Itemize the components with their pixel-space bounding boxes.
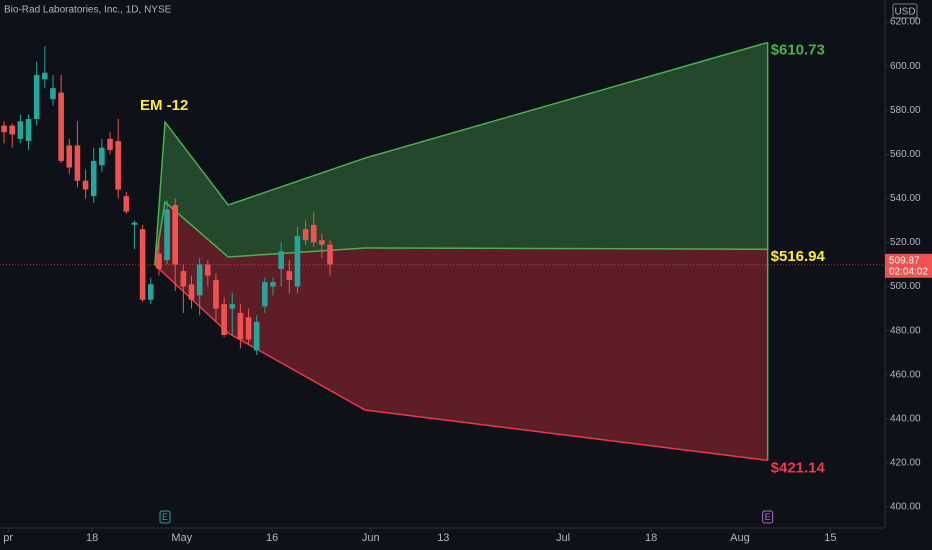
- price-tag: [885, 253, 932, 278]
- candle-body: [156, 253, 162, 269]
- price-tag-value: 509.87: [889, 255, 920, 266]
- annotation: EM -12: [140, 97, 188, 114]
- x-tick-label: Jul: [556, 532, 570, 544]
- lower-cone: [154, 202, 768, 461]
- candle-body: [294, 235, 301, 287]
- candle-body: [123, 196, 130, 212]
- y-tick-label: 400.00: [890, 502, 921, 513]
- y-tick-label: 420.00: [890, 458, 921, 469]
- plot: [0, 41, 885, 462]
- candle-body: [66, 145, 73, 168]
- x-tick-label: 13: [437, 532, 449, 544]
- cone-value-label: $610.73: [771, 41, 825, 58]
- candle-body: [205, 264, 211, 276]
- candle-body: [42, 72, 48, 80]
- candle-body: [229, 304, 236, 309]
- candle-body: [25, 119, 32, 142]
- candle-body: [327, 244, 333, 265]
- earnings-box: [159, 510, 171, 524]
- candle-body: [188, 284, 195, 300]
- cone-line: [154, 41, 768, 265]
- candle-body: [164, 209, 170, 261]
- candle-body: [278, 251, 284, 269]
- candle-body: [262, 282, 268, 307]
- candle-body: [58, 92, 64, 161]
- y-tick-label: 480.00: [890, 325, 921, 336]
- candle-body: [33, 74, 40, 120]
- candle-body: [9, 125, 16, 135]
- candle-body: [302, 229, 309, 241]
- earnings-box: [762, 510, 774, 524]
- earnings-label: E: [765, 512, 771, 522]
- candle-body: [1, 125, 7, 133]
- x-tick-label: Aug: [730, 532, 750, 544]
- x-tick-label: 18: [645, 532, 657, 544]
- y-tick-label: 500.00: [890, 281, 921, 292]
- y-tick-label: 540.00: [890, 193, 921, 204]
- y-tick-label: 560.00: [890, 149, 921, 160]
- upper-cone: [154, 42, 768, 265]
- x-tick-label: 16: [266, 532, 278, 544]
- earnings-label: E: [162, 512, 168, 522]
- candle-body: [237, 312, 244, 340]
- candle-body: [245, 317, 252, 340]
- candle-body: [82, 180, 89, 190]
- currency-box: [892, 3, 918, 19]
- cone-line: [154, 200, 768, 266]
- candle-body: [139, 229, 146, 300]
- chart-title: Bio-Rad Laboratories, Inc., 1D, NYSE: [4, 5, 172, 16]
- candle-body: [196, 264, 203, 296]
- candle-body: [221, 304, 227, 336]
- candle-body: [253, 321, 260, 351]
- price-tag-countdown: 02:04:02: [889, 266, 928, 277]
- candle-body: [172, 204, 179, 265]
- candle-body: [50, 88, 56, 100]
- y-tick-label: 460.00: [890, 369, 921, 380]
- candle-body: [319, 240, 325, 245]
- currency: USD: [894, 7, 915, 18]
- candle-body: [17, 121, 24, 139]
- candle-body: [147, 284, 154, 300]
- x-tick-label: Jun: [362, 532, 380, 544]
- x-tick-label: May: [171, 532, 192, 544]
- candle-body: [310, 224, 317, 243]
- candle-body: [74, 145, 81, 181]
- y-tick-label: 520.00: [890, 237, 921, 248]
- cone-value-label: $516.94: [771, 248, 826, 265]
- x-tick-label: pr: [3, 532, 13, 544]
- candle-body: [213, 279, 219, 309]
- y-tick-label: 440.00: [890, 413, 921, 424]
- cone-value-label: $421.14: [771, 459, 826, 476]
- candle-body: [180, 271, 187, 287]
- candle-body: [90, 160, 97, 197]
- x-tick-label: 18: [86, 532, 98, 544]
- candle-body: [115, 141, 121, 190]
- y-tick-label: 620.00: [890, 17, 921, 28]
- candle-body: [270, 282, 276, 287]
- candle-body: [107, 138, 113, 150]
- y-tick-label: 600.00: [890, 61, 921, 72]
- y-tick-label: 580.00: [890, 105, 921, 116]
- candle-body: [286, 271, 293, 280]
- x-tick-label: 15: [824, 532, 836, 544]
- candle-body: [131, 222, 138, 225]
- candle-body: [99, 147, 105, 166]
